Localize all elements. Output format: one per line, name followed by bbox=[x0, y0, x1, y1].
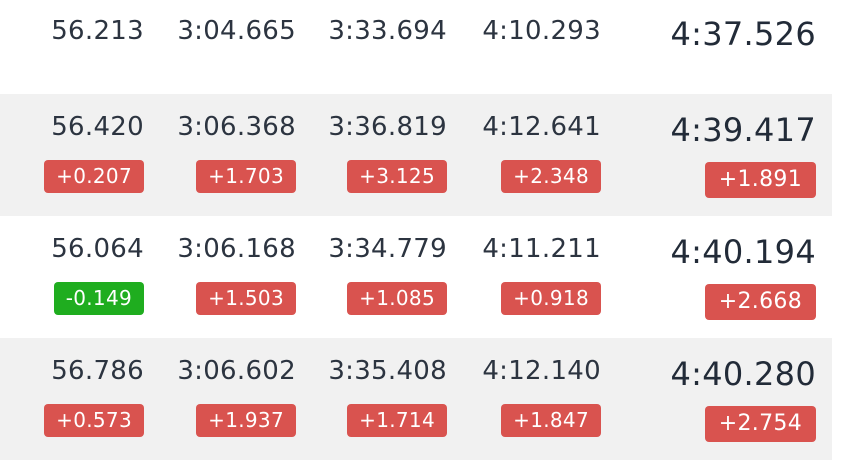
split-time: 3:35.408 bbox=[328, 356, 447, 386]
table-row: 56.420 +0.207 3:06.368 +1.703 3:36.819 +… bbox=[0, 94, 832, 216]
delta-badge: +1.503 bbox=[196, 282, 296, 315]
split-cell: 4:11.211 +0.918 bbox=[482, 234, 601, 315]
delta-badge: +1.937 bbox=[196, 404, 296, 437]
split-cell: 3:06.168 +1.503 bbox=[177, 234, 296, 315]
split-time: 3:06.602 bbox=[177, 356, 296, 386]
split-time: 56.420 bbox=[51, 112, 144, 142]
split-cell: 56.064 -0.149 bbox=[51, 234, 144, 315]
split-cell: 56.786 +0.573 bbox=[44, 356, 144, 437]
split-cell: 3:35.408 +1.714 bbox=[328, 356, 447, 437]
split-cell: 3:06.368 +1.703 bbox=[177, 112, 296, 193]
split-time: 4:11.211 bbox=[482, 234, 601, 264]
split-time: 4:10.293 bbox=[482, 16, 601, 46]
delta-badge: +1.085 bbox=[347, 282, 447, 315]
split-cell: 3:33.694 bbox=[328, 16, 447, 46]
split-cell: 56.213 bbox=[51, 16, 144, 46]
delta-badge: +2.348 bbox=[501, 160, 601, 193]
table-row: 56.064 -0.149 3:06.168 +1.503 3:34.779 +… bbox=[0, 216, 832, 338]
split-cell: 4:12.140 +1.847 bbox=[482, 356, 601, 437]
delta-badge: +1.714 bbox=[347, 404, 447, 437]
split-time: 4:12.641 bbox=[482, 112, 601, 142]
total-time: 4:40.280 bbox=[670, 355, 816, 393]
split-cell: 4:10.293 bbox=[482, 16, 601, 46]
split-time: 56.786 bbox=[51, 356, 144, 386]
delta-badge: +3.125 bbox=[347, 160, 447, 193]
delta-badge: -0.149 bbox=[53, 282, 144, 315]
total-time: 4:39.417 bbox=[670, 111, 816, 149]
split-time: 3:06.168 bbox=[177, 234, 296, 264]
total-cell: 4:40.280 +2.754 bbox=[670, 356, 816, 442]
split-time: 56.064 bbox=[51, 234, 144, 264]
total-delta-badge: +1.891 bbox=[704, 162, 816, 198]
table-row: 56.786 +0.573 3:06.602 +1.937 3:35.408 +… bbox=[0, 338, 832, 460]
split-time: 4:12.140 bbox=[482, 356, 601, 386]
total-cell: 4:39.417 +1.891 bbox=[670, 112, 816, 198]
split-cell: 56.420 +0.207 bbox=[44, 112, 144, 193]
total-cell: 4:37.526 bbox=[670, 16, 816, 52]
split-cell: 3:04.665 bbox=[177, 16, 296, 46]
split-cell: 3:06.602 +1.937 bbox=[177, 356, 296, 437]
delta-badge: +0.207 bbox=[44, 160, 144, 193]
table-row: 56.213 3:04.665 3:33.694 4:10.293 4:37.5… bbox=[0, 0, 832, 94]
split-times-table: 56.213 3:04.665 3:33.694 4:10.293 4:37.5… bbox=[0, 0, 832, 460]
delta-badge: +0.573 bbox=[44, 404, 144, 437]
delta-badge: +1.847 bbox=[501, 404, 601, 437]
delta-badge: +0.918 bbox=[501, 282, 601, 315]
total-cell: 4:40.194 +2.668 bbox=[670, 234, 816, 320]
total-time: 4:40.194 bbox=[670, 233, 816, 271]
split-time: 3:33.694 bbox=[328, 16, 447, 46]
split-cell: 3:34.779 +1.085 bbox=[328, 234, 447, 315]
split-time: 3:34.779 bbox=[328, 234, 447, 264]
split-time: 3:36.819 bbox=[328, 112, 447, 142]
split-time: 56.213 bbox=[51, 16, 144, 46]
split-time: 3:04.665 bbox=[177, 16, 296, 46]
total-delta-badge: +2.754 bbox=[704, 406, 816, 442]
split-time: 3:06.368 bbox=[177, 112, 296, 142]
delta-badge: +1.703 bbox=[196, 160, 296, 193]
total-time: 4:37.526 bbox=[670, 15, 816, 53]
split-cell: 3:36.819 +3.125 bbox=[328, 112, 447, 193]
split-cell: 4:12.641 +2.348 bbox=[482, 112, 601, 193]
total-delta-badge: +2.668 bbox=[704, 284, 816, 320]
